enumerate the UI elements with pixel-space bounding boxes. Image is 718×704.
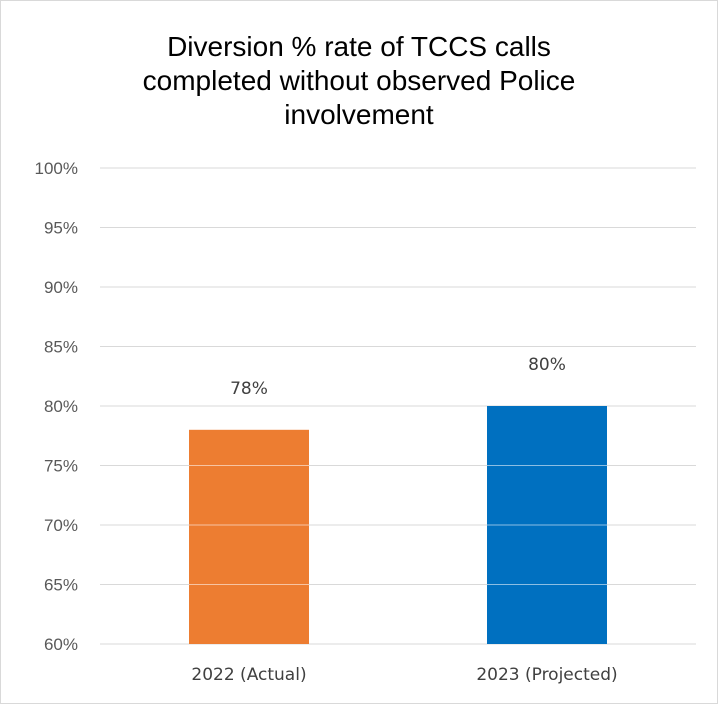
y-tick-label-85: 85%	[44, 338, 78, 357]
y-axis-tick-labels: 60% 65% 70% 75% 80% 85% 90% 95% 100%	[35, 159, 78, 654]
y-tick-label-90: 90%	[44, 278, 78, 297]
data-label-1: 80%	[528, 355, 566, 375]
y-tick-label-95: 95%	[44, 219, 78, 238]
data-label-0: 78%	[230, 379, 268, 399]
y-tick-label-80: 80%	[44, 397, 78, 416]
y-tick-label-100: 100%	[35, 159, 78, 178]
x-category-label-1: 2023 (Projected)	[476, 665, 617, 685]
data-labels: 78% 80%	[230, 355, 566, 399]
y-tick-label-60: 60%	[44, 635, 78, 654]
chart-title: Diversion % rate of TCCS calls completed…	[142, 31, 576, 130]
x-axis-category-labels: 2022 (Actual) 2023 (Projected)	[191, 665, 617, 685]
bar-0	[189, 429, 309, 644]
y-tick-label-70: 70%	[44, 516, 78, 535]
x-category-label-0: 2022 (Actual)	[191, 665, 306, 685]
gridlines-over-bars	[189, 465, 607, 585]
y-tick-label-65: 65%	[44, 576, 78, 595]
y-tick-label-75: 75%	[44, 457, 78, 476]
